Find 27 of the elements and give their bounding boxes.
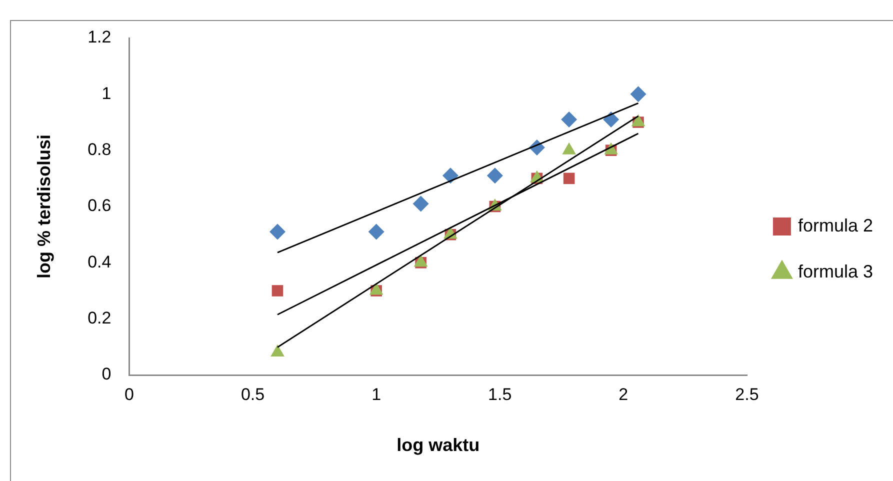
- point: [269, 224, 286, 240]
- point: [272, 285, 284, 296]
- y-tick-label: 0: [102, 364, 112, 384]
- y-tick-label: 0.2: [88, 308, 112, 328]
- x-tick-label: 2.5: [735, 384, 759, 404]
- y-tick-label: 0.6: [88, 196, 112, 216]
- y-tick-label: 1.2: [88, 28, 112, 47]
- x-tick-label: 2: [618, 384, 628, 404]
- x-axis-title: log waktu: [396, 435, 480, 456]
- point: [368, 224, 384, 240]
- legend-label: formula 3: [798, 261, 874, 282]
- point: [442, 168, 458, 184]
- y-tick-label: 1: [102, 84, 112, 103]
- point: [561, 111, 578, 128]
- point: [486, 168, 503, 184]
- x-tick-label: 1.5: [488, 384, 512, 404]
- point: [412, 196, 429, 212]
- x-tick-label: 1: [372, 384, 382, 404]
- x-tick-label: 0: [124, 384, 134, 404]
- x-tick-label: 0.5: [240, 384, 265, 404]
- point: [630, 86, 646, 102]
- legend-label: formula 2: [798, 215, 874, 236]
- point: [603, 111, 620, 128]
- y-tick-label: 0.8: [88, 140, 112, 160]
- point: [563, 172, 575, 184]
- y-axis-title: log % terdisolusi: [34, 134, 54, 279]
- y-tick-label: 0.4: [88, 252, 112, 272]
